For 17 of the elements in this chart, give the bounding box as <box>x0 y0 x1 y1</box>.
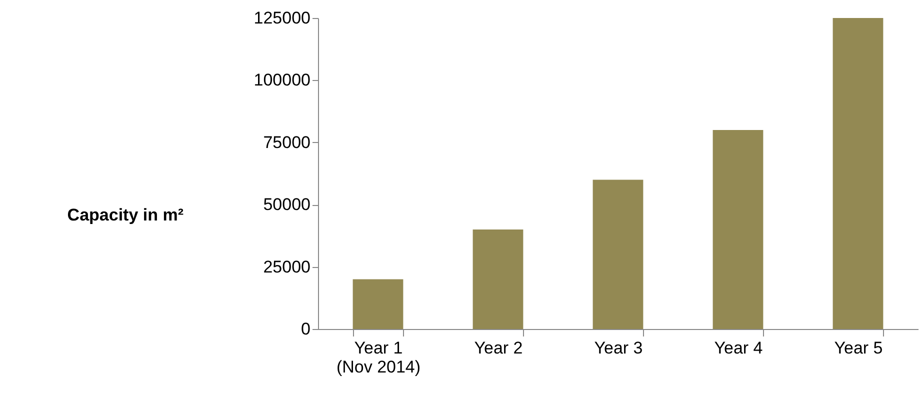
bar <box>592 180 644 329</box>
y-tick-label: 0 <box>301 320 310 338</box>
bar <box>712 130 764 329</box>
y-tick-label: 50000 <box>263 195 310 214</box>
bar <box>472 229 524 329</box>
x-tick-label: Year 1 (Nov 2014) <box>336 338 421 376</box>
y-tick-label: 75000 <box>263 132 310 152</box>
y-tick-label: 125000 <box>254 8 310 28</box>
x-tick-label: Year 5 <box>834 338 883 358</box>
bar <box>352 279 404 329</box>
y-axis-title: Capacity in m² <box>67 206 184 224</box>
y-tick-label: 100000 <box>254 70 310 90</box>
x-tick-label: Year 4 <box>714 338 763 358</box>
x-tick-label: Year 2 <box>474 338 523 358</box>
bar <box>832 18 884 329</box>
y-tick-label: 25000 <box>263 257 310 276</box>
x-tick-label: Year 3 <box>594 338 643 358</box>
